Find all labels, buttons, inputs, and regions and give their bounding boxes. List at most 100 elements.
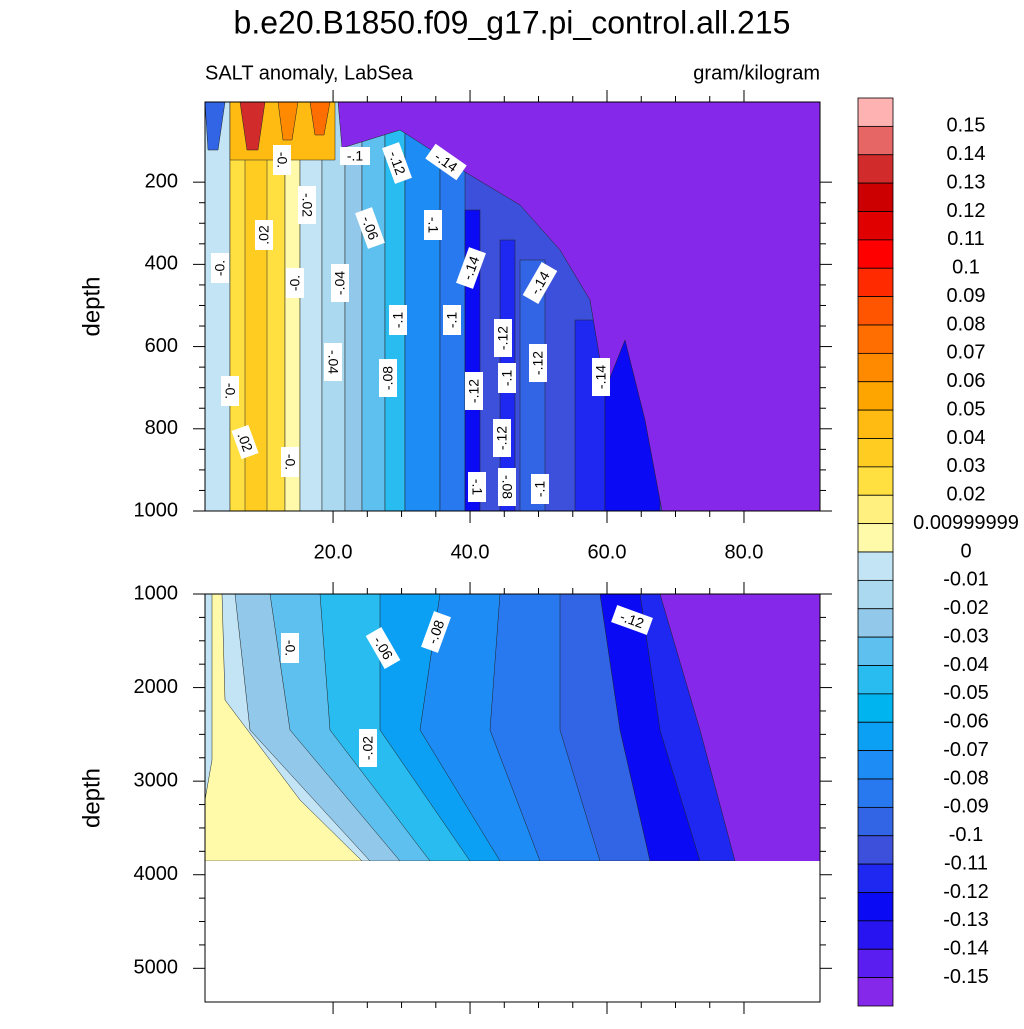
contour-label-bg	[531, 474, 549, 504]
colorbar-box	[857, 778, 894, 808]
colorbar-box	[857, 721, 894, 752]
y-tick-label: 4000	[134, 863, 179, 885]
contour-label-text: -.12	[386, 149, 409, 177]
colorbar-label: 0.02	[947, 484, 986, 506]
y-tick-label: 3000	[134, 769, 179, 791]
contour-label: -.1	[468, 472, 486, 502]
contour-label-bg	[298, 186, 316, 224]
contour-label-bg	[379, 359, 397, 397]
contour-label: -0.	[273, 145, 291, 175]
y-tick-label: 400	[145, 253, 178, 275]
colorbar-label: 0.12	[947, 200, 986, 222]
contour-label-text: -.06	[359, 214, 382, 242]
colorbar-box	[857, 608, 894, 638]
y-axis-label: depth	[78, 768, 105, 828]
colorbar-label: -0.12	[943, 881, 989, 903]
chart-title: b.e20.B1850.f09_g17.pi_control.all.215	[234, 4, 791, 40]
colorbar-label: -0.13	[943, 909, 989, 931]
colorbar-box	[857, 920, 894, 950]
contour-label-bg	[331, 264, 349, 302]
contour-label-text: -.1	[469, 479, 485, 496]
contour-label: -.12	[465, 372, 483, 410]
y-tick-label: 1000	[134, 582, 179, 604]
contour-label: -.06	[355, 207, 385, 249]
contour-label-text: -0.	[282, 454, 298, 470]
contour-label-text: -.12	[530, 351, 546, 375]
contour-label: -.12	[382, 142, 412, 184]
colorbar-box	[857, 438, 894, 468]
colorbar-box	[857, 948, 894, 979]
contour-label: -.1	[424, 210, 442, 240]
subtitle-right: gram/kilogram	[693, 62, 820, 84]
contour-label-bg	[286, 268, 304, 298]
y-axis-label: depth	[78, 276, 105, 336]
colorbar-label: -0.11	[944, 852, 988, 874]
contour-label-bg	[231, 424, 259, 460]
contour-label-bg	[365, 627, 401, 669]
contour-label-bg	[443, 305, 461, 335]
colorbar-box	[857, 381, 894, 411]
contour-label-bg	[529, 344, 547, 382]
colorbar-label: 0.08	[947, 313, 986, 335]
contour-label: -.12	[493, 419, 511, 457]
contour-label-text: -.12	[466, 379, 482, 403]
contour-label-bg	[211, 253, 229, 283]
contour-label-bg	[611, 605, 653, 635]
contour-label: -0.	[221, 376, 239, 406]
contour-label-bg	[592, 358, 610, 396]
colorbar-label: 0.11	[947, 228, 984, 250]
colorbar-label: -0.01	[943, 569, 989, 591]
colorbar-label: -0.05	[943, 682, 989, 704]
contour-label-bg	[468, 472, 486, 502]
contour-label: -.1	[443, 305, 461, 335]
colorbar-label: -0.09	[943, 796, 989, 818]
contour-label-bg	[498, 363, 516, 393]
colorbar-label: 0.03	[947, 455, 986, 477]
contour-label-bg	[425, 143, 467, 181]
colorbar-box	[857, 977, 894, 1007]
contour-label-text: -.1	[444, 312, 460, 329]
contour-label: -.1	[498, 363, 516, 393]
colorbar-box	[857, 466, 894, 496]
contour-label-text: -.02	[360, 736, 376, 760]
colorbar-box	[857, 211, 894, 241]
x-tick-label: 80.0	[725, 541, 764, 563]
subtitle-left: SALT anomaly, LabSea	[205, 62, 414, 84]
colorbar-label: -0.1	[949, 824, 983, 846]
contour-label-bg	[359, 729, 377, 767]
contour-label-text: .02	[256, 225, 272, 245]
colorbar-label: -0.04	[943, 654, 989, 676]
contour-label-bg	[273, 145, 291, 175]
contour-label-text: -.14	[593, 365, 609, 389]
contour-label-text: -.08	[380, 366, 396, 390]
colorbar-label: 0.06	[947, 370, 986, 392]
y-tick-label: 5000	[134, 957, 179, 979]
contour-label: -.02	[359, 729, 377, 767]
contour-label-text: -0.	[287, 275, 303, 291]
colorbar-label: -0.08	[943, 767, 989, 789]
contour-label-text: -0.	[212, 260, 228, 276]
colorbar-box	[857, 665, 894, 695]
plot-frame	[204, 593, 821, 1003]
contour-label: -.04	[331, 264, 349, 302]
colorbar-label: -0.15	[943, 966, 989, 988]
colorbar-label: 0.14	[947, 143, 986, 165]
contour-label-text: -.1	[390, 312, 406, 329]
contour-label-bg	[389, 305, 407, 335]
contour-label-bg	[456, 247, 486, 289]
contour-label-text: -0.	[282, 640, 298, 656]
contour-label-text: .02	[234, 430, 256, 454]
colorbar-label: 0.1	[952, 257, 980, 279]
contour-label-text: -.12	[494, 426, 510, 450]
contour-label-text: -.1	[347, 148, 364, 164]
contour-label-text: -.02	[299, 193, 315, 217]
contour-label-text: -.08	[424, 618, 447, 646]
contour-label-text: -0.	[274, 152, 290, 168]
y-tick-label: 200	[145, 170, 178, 192]
contour-label: -.02	[298, 186, 316, 224]
contour-label-bg	[522, 262, 558, 304]
contour-label-bg	[494, 319, 512, 357]
contour-label: -.08	[379, 359, 397, 397]
contour-label: -.08	[498, 468, 516, 506]
contour-label-text: -.12	[495, 326, 511, 350]
